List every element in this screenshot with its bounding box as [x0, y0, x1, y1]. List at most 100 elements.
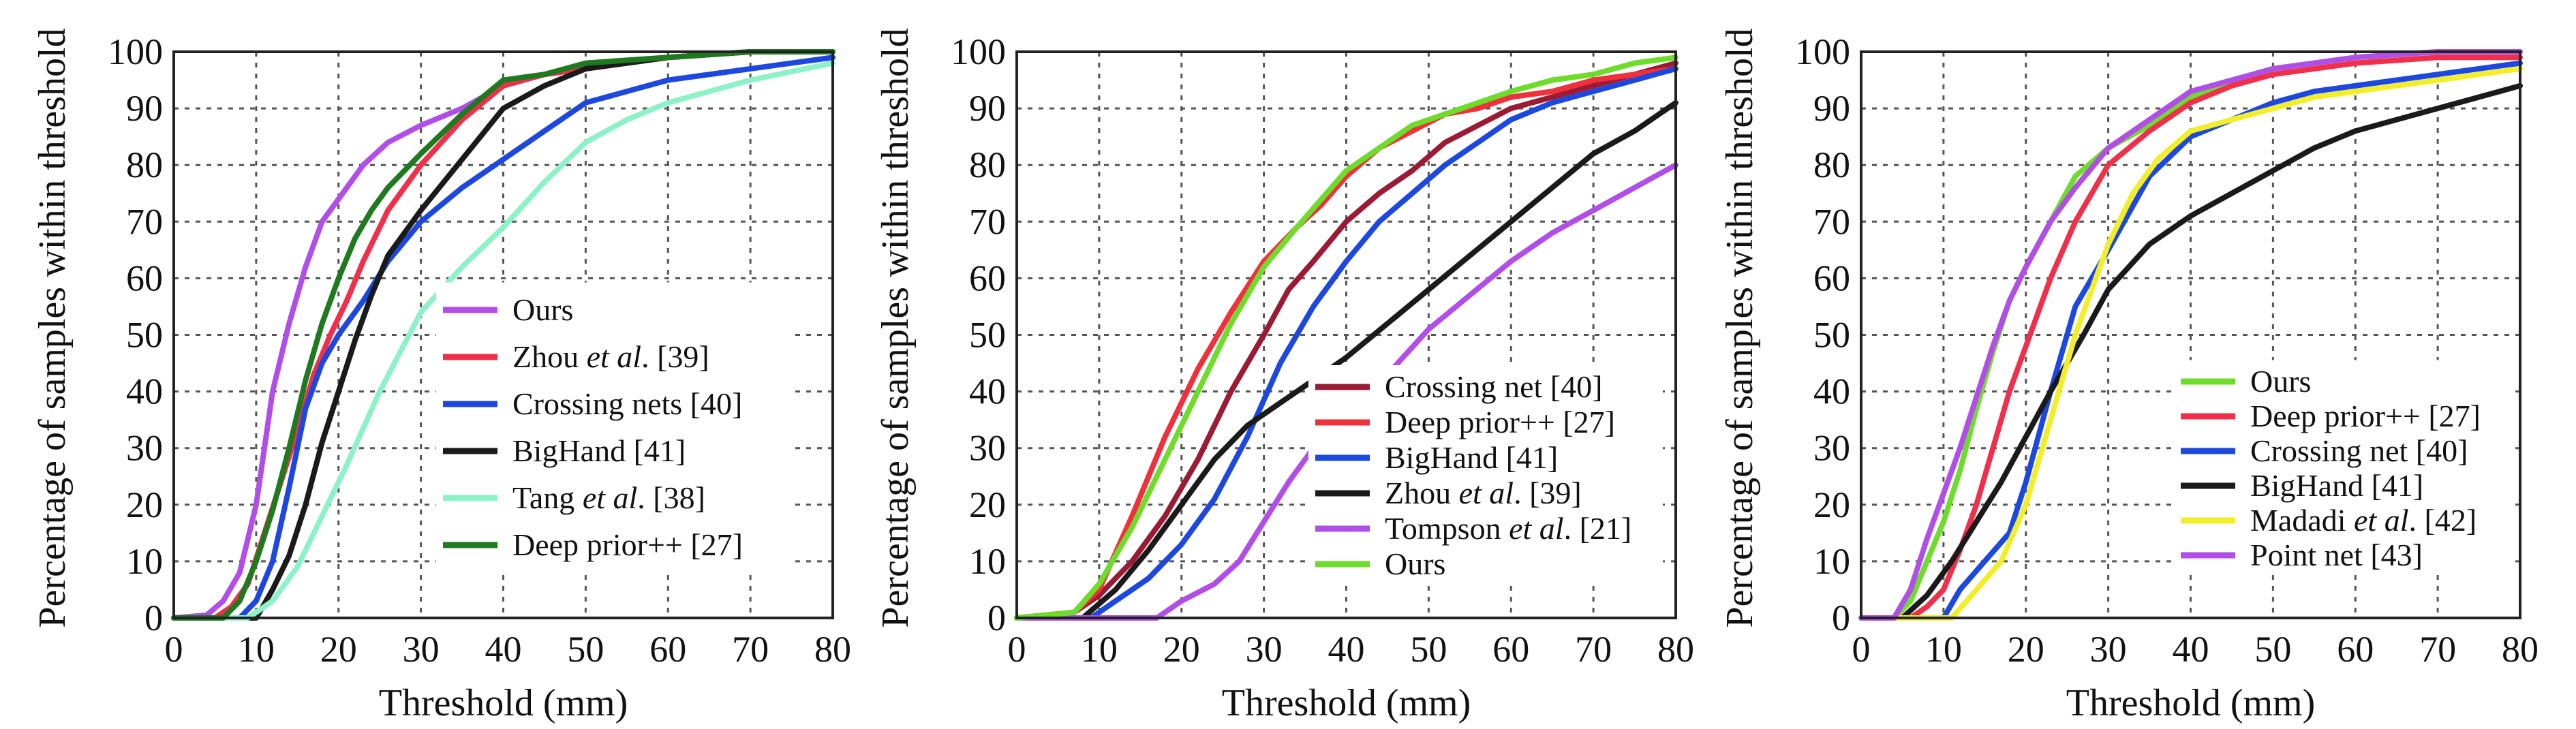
legend-label: Zhou et al. [39]: [1385, 476, 1582, 510]
y-tick-label: 90: [126, 88, 163, 129]
series-line-6: [1858, 49, 2523, 621]
legend-label-part: et al: [1509, 511, 1563, 546]
x-tick-label: 70: [1575, 629, 1612, 670]
x-tick-label: 0: [1852, 629, 1871, 670]
legend-label-part: Ours: [512, 292, 573, 327]
y-tick-label: 40: [969, 371, 1006, 412]
x-tick-label: 30: [403, 629, 440, 670]
legend-label-part: . [39]: [641, 339, 709, 374]
legend-item: Deep prior++ [27]: [2181, 399, 2481, 433]
y-tick-label: 80: [1813, 144, 1850, 185]
series-line-4: [171, 49, 835, 621]
y-tick-label: 40: [1813, 371, 1850, 412]
legend-label: BigHand [41]: [512, 433, 686, 468]
x-tick-label: 20: [320, 629, 357, 670]
legend-label: Ours: [2250, 364, 2311, 399]
y-tick-label: 30: [1813, 428, 1850, 469]
legend-label-part: BigHand [41]: [512, 433, 686, 468]
x-axis: 0 10 20 30 40 50 60 70 80: [165, 629, 852, 670]
x-axis-title: Threshold (mm): [1222, 682, 1471, 724]
y-tick-label: 100: [951, 31, 1006, 72]
legend-label-part: Zhou: [512, 339, 587, 374]
legend-label-part: Crossing net [40]: [2250, 433, 2468, 468]
x-tick-label: 40: [2173, 629, 2209, 670]
legend-item: Crossing net [40]: [2181, 433, 2468, 468]
x-axis: 0 10 20 30 40 50 60 70 80: [1008, 629, 1695, 670]
y-axis-title: Percentage of samples within threshold: [1719, 28, 1761, 627]
y-tick-label: 50: [969, 315, 1006, 356]
legend-item: Point net [43]: [2181, 538, 2423, 572]
legend-label-part: Zhou: [1385, 476, 1459, 510]
legend-label-part: Deep prior++ [27]: [1385, 405, 1615, 439]
legend-label: Ours: [1385, 546, 1445, 581]
legend-item: BigHand [41]: [443, 433, 686, 468]
legend-label: Point net [43]: [2250, 538, 2423, 572]
series-line-6: [1014, 55, 1678, 621]
x-axis-title: Threshold (mm): [379, 682, 628, 724]
x-tick-label: 0: [1008, 629, 1026, 670]
x-tick-label: 60: [1492, 629, 1529, 670]
legend-label: Tompson et al. [21]: [1385, 511, 1631, 546]
x-tick-label: 20: [1163, 629, 1200, 670]
legend-item: Tompson et al. [21]: [1315, 511, 1631, 546]
y-tick-label: 50: [126, 315, 163, 356]
x-tick-label: 80: [814, 629, 851, 670]
y-tick-label: 80: [126, 144, 163, 185]
y-axis: 0 10 20 30 40 50 60 70 80 90 100: [1795, 31, 1850, 638]
y-tick-label: 10: [126, 541, 163, 582]
y-tick-label: 70: [969, 201, 1006, 242]
series-line-4: [1858, 82, 2523, 621]
x-axis-title: Threshold (mm): [2066, 682, 2315, 724]
series-line-5: [1858, 65, 2523, 621]
legend-label-part: Deep prior++ [27]: [512, 527, 743, 562]
legend-label: Crossing net [40]: [2250, 433, 2468, 468]
series-line-6: [171, 49, 835, 621]
series-line-1: [1014, 60, 1678, 621]
chart-panel-3: 0 10 20 30 40 50 60 70 80 0 10 20 30 40 50 60 70 80 90 100 T…: [1719, 28, 2539, 724]
y-axis: 0 10 20 30 40 50 60 70 80 90 100: [951, 31, 1006, 638]
legend-item: Deep prior++ [27]: [443, 527, 743, 562]
y-tick-label: 80: [969, 144, 1006, 185]
legend-item: Ours: [2181, 364, 2311, 399]
series-line-2: [1014, 65, 1678, 621]
y-tick-label: 30: [969, 428, 1006, 469]
legend-label-part: Crossing nets [40]: [512, 386, 742, 421]
x-tick-label: 80: [1657, 629, 1694, 670]
y-tick-label: 60: [126, 258, 163, 298]
series-line-2: [1858, 55, 2523, 621]
x-tick-label: 60: [2337, 629, 2374, 670]
legend-background: [436, 282, 791, 570]
legend-label: Deep prior++ [27]: [512, 527, 743, 562]
legend-background: [2174, 360, 2515, 574]
plot-frame: [172, 50, 834, 619]
chart-panel-2: 0 10 20 30 40 50 60 70 80 0 10 20 30 40 50 60 70 80 90 100 T…: [874, 28, 1694, 724]
legend-label-part: Madadi: [2250, 503, 2354, 538]
x-tick-label: 0: [165, 629, 183, 670]
y-tick-label: 100: [108, 31, 163, 72]
y-tick-label: 20: [1813, 484, 1850, 525]
series-line-3: [1014, 65, 1678, 621]
legend-label: Crossing nets [40]: [512, 386, 742, 421]
x-tick-label: 30: [2090, 629, 2127, 670]
legend-label: Deep prior++ [27]: [1385, 405, 1615, 439]
legend-label: Madadi et al. [42]: [2250, 503, 2477, 538]
y-tick-label: 30: [126, 428, 163, 469]
legend-item: Madadi et al. [42]: [2181, 503, 2477, 538]
x-tick-label: 70: [732, 629, 769, 670]
legend-label-part: Deep prior++ [27]: [2250, 399, 2481, 433]
x-tick-label: 10: [1925, 629, 1962, 670]
y-tick-label: 40: [126, 371, 163, 412]
x-tick-label: 40: [485, 629, 522, 670]
y-tick-label: 10: [1813, 541, 1850, 582]
y-axis-title: Percentage of samples within threshold: [874, 28, 917, 627]
x-tick-label: 10: [1081, 629, 1118, 670]
x-tick-label: 10: [238, 629, 275, 670]
legend-label: BigHand [41]: [2250, 468, 2423, 503]
legend-item: Ours: [443, 292, 573, 327]
legend-item: Zhou et al. [39]: [1315, 476, 1582, 510]
y-tick-label: 10: [969, 541, 1006, 582]
y-tick-label: 0: [144, 598, 163, 638]
legend-label-part: et al: [587, 339, 641, 374]
